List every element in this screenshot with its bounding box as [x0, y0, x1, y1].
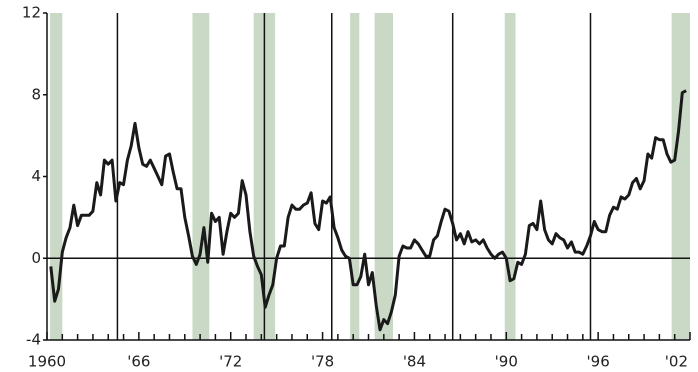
x-tick-label: '90 [495, 353, 518, 371]
y-tick-label: -4 [26, 331, 41, 349]
x-tick-label: 1960 [28, 353, 66, 371]
x-tick-label: '72 [219, 353, 242, 371]
y-tick-label: 4 [31, 167, 41, 185]
data-line [49, 89, 687, 332]
y-tick-label: 0 [31, 249, 41, 267]
x-tick-label: '66 [127, 353, 150, 371]
recession-band [50, 13, 63, 340]
recession-band [374, 13, 393, 340]
recession-band [350, 13, 360, 340]
recession-band [192, 13, 210, 340]
x-tick-label: '84 [403, 353, 426, 371]
recession-band [504, 13, 516, 340]
x-tick-label: '02 [665, 353, 688, 371]
y-tick-label: 8 [31, 85, 41, 103]
x-tick-label: '96 [587, 353, 610, 371]
recession-band [671, 13, 690, 340]
x-tick-label: '78 [311, 353, 334, 371]
y-tick-label: 12 [22, 4, 41, 22]
